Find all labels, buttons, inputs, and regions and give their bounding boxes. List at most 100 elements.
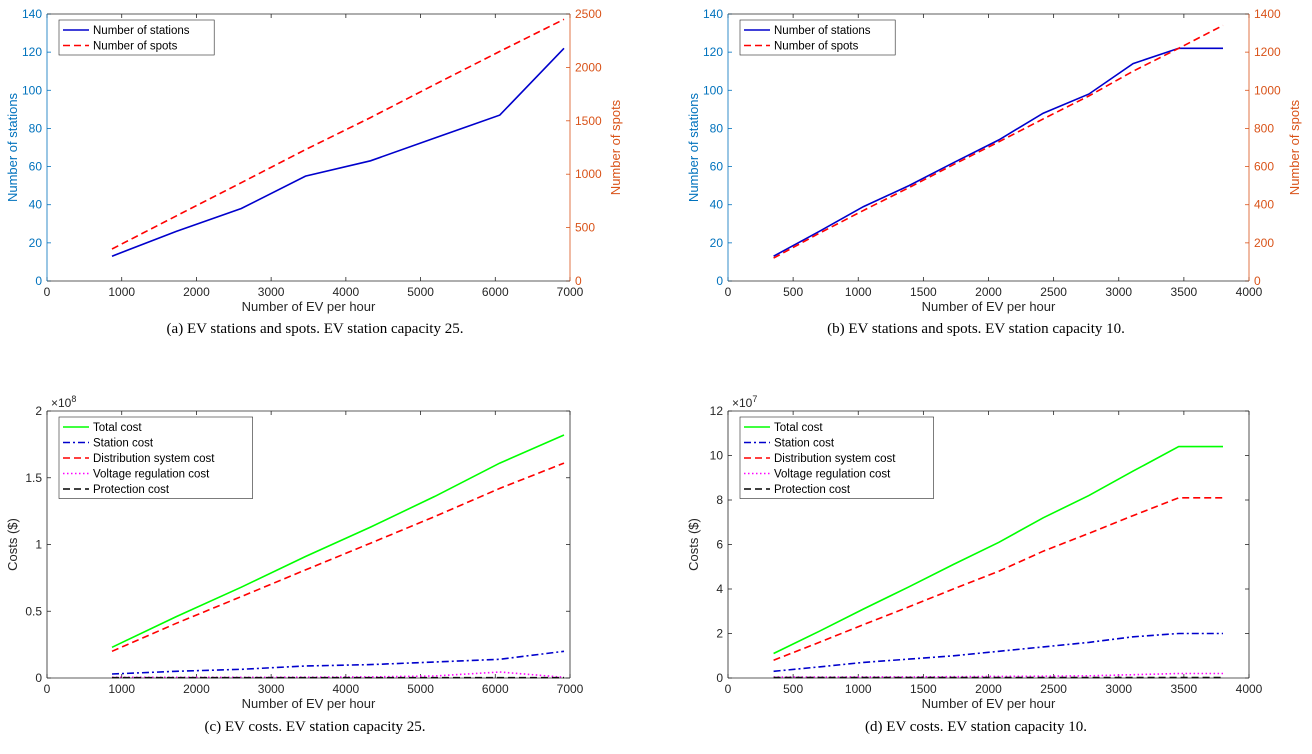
y-right-tick-label: 200 — [1254, 236, 1274, 250]
x-tick-label: 2000 — [183, 682, 210, 696]
x-tick-label: 7000 — [557, 682, 584, 696]
x-tick-label: 6000 — [482, 682, 509, 696]
legend-entry: Station cost — [93, 438, 154, 450]
x-tick-label: 500 — [783, 285, 803, 299]
x-tick-label: 1000 — [845, 285, 872, 299]
y-right-tick-label: 800 — [1254, 121, 1274, 135]
chart-panel-4: 0 500 1000 1500 2000 2500 3000 3500 4000 Number o… — [686, 394, 1263, 711]
chart-panel-3: 0 1000 2000 3000 4000 5000 6000 7000 Number of E… — [5, 394, 584, 711]
chart-caption: (d) EV costs. EV station capacity 10. — [865, 719, 1087, 735]
y-tick-label: 4 — [716, 582, 723, 596]
y-tick-label: 12 — [710, 404, 724, 418]
x-tick-label: 0 — [44, 285, 51, 299]
y-right-tick-label: 1000 — [1254, 83, 1281, 97]
y-axis-label: Costs ($) — [5, 518, 20, 571]
y-tick-label: 1.5 — [25, 471, 42, 485]
y-axis-label: Number of stations — [686, 92, 701, 202]
y-tick-label: 40 — [710, 198, 724, 212]
legend-entry: Number of spots — [93, 41, 178, 53]
x-axis-label: Number of EV per hour — [242, 696, 376, 711]
y-tick-label: 60 — [710, 160, 724, 174]
chart-caption: (b) EV stations and spots. EV station ca… — [827, 321, 1125, 337]
x-tick-label: 7000 — [557, 285, 584, 299]
chart-caption: (a) EV stations and spots. EV station ca… — [166, 321, 464, 337]
y-tick-label: 0.5 — [25, 604, 42, 618]
legend: Total cost Station cost Distribution syste… — [58, 416, 253, 499]
y-axis-label: Number of stations — [5, 92, 20, 202]
legend-entry: Total cost — [93, 422, 142, 434]
y-right-tick-label: 1400 — [1254, 7, 1281, 21]
legend-box — [58, 19, 215, 56]
y-tick-label: 6 — [716, 538, 723, 552]
series-line-distribution-system-cost — [111, 462, 565, 653]
series-line-number-of-stations — [773, 47, 1223, 257]
x-tick-label: 0 — [725, 682, 732, 696]
x-tick-label: 2500 — [1040, 285, 1067, 299]
x-tick-label: 500 — [783, 682, 803, 696]
x-tick-label: 1000 — [108, 285, 135, 299]
legend-entry: Protection cost — [93, 484, 170, 496]
x-tick-label: 6000 — [482, 285, 509, 299]
y-tick-label: 140 — [703, 7, 723, 21]
y-tick-label: 0 — [716, 671, 723, 685]
y-tick-label: 10 — [710, 449, 724, 463]
legend: Total cost Station cost Distribution syste… — [739, 416, 934, 499]
legend-box — [739, 19, 896, 56]
y-right-tick-label: 2500 — [575, 7, 602, 21]
y-tick-label: 60 — [29, 160, 43, 174]
legend-entry: Voltage regulation cost — [93, 469, 210, 481]
legend-box — [739, 416, 934, 499]
y-tick-label: 0 — [35, 671, 42, 685]
legend-entry: Number of spots — [774, 41, 859, 53]
x-tick-label: 3000 — [1105, 682, 1132, 696]
legend-entry: Number of stations — [774, 25, 871, 37]
y-tick-label: 140 — [22, 7, 42, 21]
x-tick-label: 1500 — [910, 285, 937, 299]
axis-exponent: ×108 — [51, 394, 76, 410]
y-right-tick-label: 1500 — [575, 114, 602, 128]
x-tick-label: 4000 — [333, 682, 360, 696]
x-axis-label: Number of EV per hour — [922, 696, 1056, 711]
y-tick-label: 2 — [35, 404, 42, 418]
x-tick-label: 2000 — [975, 682, 1002, 696]
y-right-tick-label: 1000 — [575, 167, 602, 181]
series-line-number-of-spots — [111, 18, 565, 250]
legend-box — [58, 416, 253, 499]
y-right-axis-label: Number of spots — [1287, 99, 1302, 195]
y-tick-label: 120 — [703, 45, 723, 59]
series-line-station-cost — [111, 650, 565, 675]
y-right-tick-label: 0 — [575, 274, 582, 288]
x-tick-label: 4000 — [333, 285, 360, 299]
y-right-tick-label: 1200 — [1254, 45, 1281, 59]
y-tick-label: 40 — [29, 198, 43, 212]
x-tick-label: 2500 — [1040, 682, 1067, 696]
x-tick-label: 3500 — [1171, 682, 1198, 696]
y-right-tick-label: 0 — [1254, 274, 1261, 288]
y-right-axis-label: Number of spots — [608, 99, 623, 195]
x-tick-label: 5000 — [407, 285, 434, 299]
x-tick-label: 3000 — [258, 285, 285, 299]
legend-entry: Total cost — [774, 422, 823, 434]
x-tick-label: 3000 — [1105, 285, 1132, 299]
y-tick-label: 20 — [710, 236, 724, 250]
legend-entry: Number of stations — [93, 25, 190, 37]
legend-entry: Distribution system cost — [774, 453, 896, 465]
series-line-voltage-regulation-cost — [773, 672, 1223, 678]
series-line-total-cost — [111, 434, 565, 649]
x-tick-label: 3500 — [1171, 285, 1198, 299]
y-right-tick-label: 2000 — [575, 60, 602, 74]
axis-exponent: ×107 — [732, 394, 757, 410]
y-tick-label: 8 — [716, 493, 723, 507]
x-tick-label: 5000 — [407, 682, 434, 696]
chart-caption: (c) EV costs. EV station capacity 25. — [204, 719, 426, 735]
series-line-voltage-regulation-cost — [112, 671, 565, 679]
series-line-number-of-spots — [773, 24, 1224, 259]
y-tick-label: 20 — [29, 236, 43, 250]
x-tick-label: 0 — [725, 285, 732, 299]
y-right-tick-label: 600 — [1254, 160, 1274, 174]
x-tick-label: 2000 — [183, 285, 210, 299]
x-tick-label: 1000 — [845, 682, 872, 696]
y-tick-label: 100 — [703, 83, 723, 97]
x-axis-label: Number of EV per hour — [922, 299, 1056, 314]
